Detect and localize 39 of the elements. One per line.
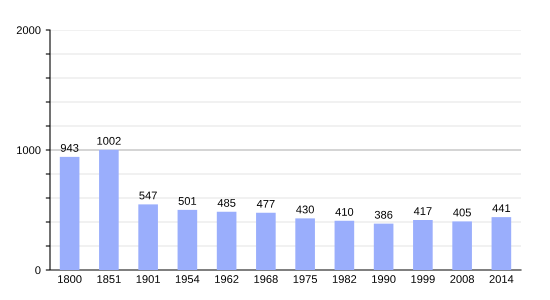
data-label: 405 bbox=[453, 208, 471, 216]
data-label: 441 bbox=[492, 204, 510, 212]
data-label: 1002 bbox=[97, 136, 121, 145]
bar bbox=[413, 220, 433, 270]
data-label: 547 bbox=[139, 192, 157, 200]
y-tick-label: 0 bbox=[35, 266, 41, 274]
data-label: 477 bbox=[256, 200, 275, 208]
data-label: 410 bbox=[335, 208, 354, 216]
bar bbox=[492, 217, 512, 270]
y-tick-label: 1000 bbox=[17, 146, 41, 154]
data-label: 485 bbox=[218, 198, 236, 207]
data-label: 501 bbox=[178, 197, 196, 205]
data-label: 386 bbox=[374, 210, 392, 219]
bar bbox=[452, 221, 472, 270]
data-label: 417 bbox=[414, 207, 432, 215]
bar bbox=[334, 220, 354, 270]
x-tick-label: 2014 bbox=[490, 275, 514, 284]
x-tick-label: 1800 bbox=[58, 275, 82, 284]
bar bbox=[99, 150, 119, 270]
data-label: 430 bbox=[296, 206, 314, 214]
bar bbox=[216, 212, 236, 270]
x-tick-label: 1851 bbox=[97, 275, 121, 284]
bar bbox=[178, 210, 198, 270]
x-tick-label: 1962 bbox=[215, 275, 238, 284]
x-tick-label: 1954 bbox=[176, 275, 200, 284]
x-tick-label: 1999 bbox=[411, 275, 435, 284]
bar bbox=[295, 218, 315, 270]
x-tick-label: 1990 bbox=[372, 275, 396, 284]
x-tick-label: 2008 bbox=[450, 275, 474, 284]
data-label: 943 bbox=[60, 144, 78, 152]
x-tick-label: 1968 bbox=[254, 275, 278, 284]
x-tick-label: 1901 bbox=[136, 275, 160, 284]
x-tick-label: 1975 bbox=[294, 275, 318, 284]
bar bbox=[60, 156, 80, 270]
x-tick-label: 1982 bbox=[332, 275, 356, 284]
bar bbox=[374, 224, 394, 270]
bar bbox=[138, 204, 158, 270]
bar bbox=[256, 212, 276, 270]
y-tick-label: 2000 bbox=[16, 26, 41, 34]
